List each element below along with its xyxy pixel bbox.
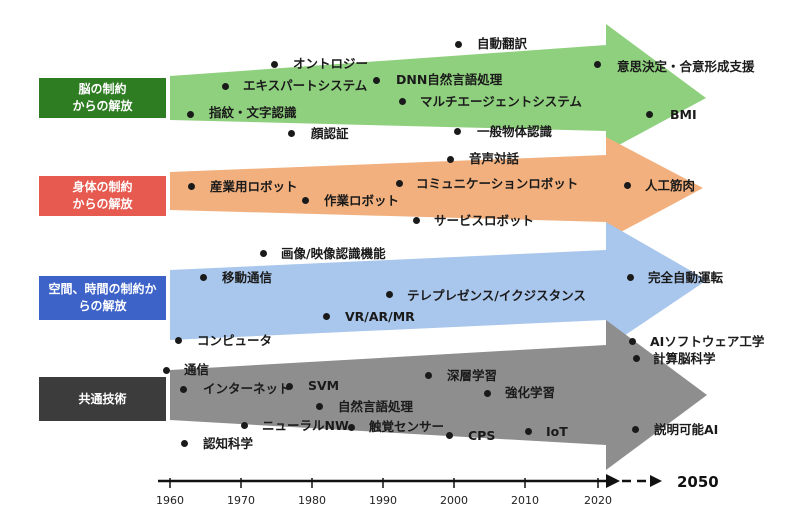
item-dot xyxy=(425,372,432,379)
tick-label-2010: 2010 xyxy=(511,494,539,507)
item-fingerprint-ocr: 指紋・文字認識 xyxy=(209,105,297,120)
item-dot xyxy=(241,422,248,429)
item-dot xyxy=(271,61,278,68)
item-dot xyxy=(455,41,462,48)
item-dot xyxy=(175,337,182,344)
item-dot xyxy=(316,403,323,410)
item-dot xyxy=(627,274,634,281)
band-arrow-brain xyxy=(170,24,706,152)
item-autonomous-driving: 完全自動運転 xyxy=(648,270,724,285)
item-dot xyxy=(302,197,309,204)
item-ai-software-engineering: AIソフトウェア工学 xyxy=(650,334,765,349)
tick-label-2000: 2000 xyxy=(440,494,468,507)
item-dot xyxy=(286,383,293,390)
item-telepresence: テレプレゼンス/イクジスタンス xyxy=(407,288,586,303)
band-label-common: 共通技術 xyxy=(39,377,166,421)
item-artificial-muscle: 人工筋肉 xyxy=(645,178,696,193)
item-service-robot: サービスロボット xyxy=(434,213,535,228)
tick-label-1970: 1970 xyxy=(227,494,255,507)
item-dot xyxy=(624,182,631,189)
item-dot xyxy=(323,313,330,320)
item-deep-learning: 深層学習 xyxy=(447,368,498,383)
item-dot xyxy=(188,183,195,190)
item-communication-robot: コミュニケーションロボット xyxy=(416,176,579,191)
item-vr-ar-mr: VR/AR/MR xyxy=(345,309,415,324)
item-image-recognition: 画像/映像認識機能 xyxy=(281,246,386,261)
item-industrial-robot: 産業用ロボット xyxy=(210,179,298,194)
item-machine-translation: 自動翻訳 xyxy=(477,36,528,51)
item-reinforcement-learning: 強化学習 xyxy=(505,385,556,400)
item-dot xyxy=(632,426,639,433)
item-dot xyxy=(373,77,380,84)
item-computer: コンピュータ xyxy=(197,333,273,348)
item-ontology: オントロジー xyxy=(293,56,369,71)
item-nlp: 自然言語処理 xyxy=(338,399,414,414)
item-dot xyxy=(399,98,406,105)
item-expert-system: エキスパートシステム xyxy=(243,78,368,93)
item-dot xyxy=(646,111,653,118)
future-year-label: 2050 xyxy=(677,473,719,491)
item-voice-dialogue: 音声対話 xyxy=(469,151,520,166)
tick-label-1990: 1990 xyxy=(369,494,397,507)
item-multi-agent: マルチエージェントシステム xyxy=(420,94,582,109)
item-dot xyxy=(288,130,295,137)
item-face-recognition: 顔認証 xyxy=(311,126,349,141)
item-communication: 通信 xyxy=(184,362,210,377)
tick-label-1960: 1960 xyxy=(156,494,184,507)
band-label-brain: 脳の制約 からの解放 xyxy=(39,78,166,118)
item-explainable-ai: 説明可能AI xyxy=(654,422,719,437)
item-work-robot: 作業ロボット xyxy=(324,193,400,208)
item-dot xyxy=(181,440,188,447)
item-dot xyxy=(633,355,640,362)
tick-label-2020: 2020 xyxy=(584,494,612,507)
timeline-arrowhead xyxy=(606,474,620,488)
item-dot xyxy=(413,217,420,224)
item-cps: CPS xyxy=(468,428,496,443)
item-neural-network: ニューラルNW xyxy=(262,418,349,433)
item-dot xyxy=(396,180,403,187)
item-tactile-sensor: 触覚センサー xyxy=(369,419,445,434)
item-dot xyxy=(629,338,636,345)
item-computational-neuroscience: 計算脳科学 xyxy=(653,351,716,366)
item-internet: インターネット xyxy=(203,381,291,396)
item-bmi: BMI xyxy=(670,107,697,122)
tick-label-1980: 1980 xyxy=(298,494,326,507)
item-dot xyxy=(163,367,170,374)
item-dot xyxy=(594,61,601,68)
item-decision-support: 意思決定・合意形成支援 xyxy=(617,59,755,74)
band-label-space: 空間、時間の制約か らの解放 xyxy=(39,276,166,320)
item-mobile-communication: 移動通信 xyxy=(222,270,273,285)
item-dot xyxy=(348,424,355,431)
item-dnn-nlp: DNN自然言語処理 xyxy=(396,72,503,87)
item-dot xyxy=(454,128,461,135)
band-arrow-common xyxy=(170,320,707,470)
item-iot: IoT xyxy=(546,424,568,439)
item-dot xyxy=(200,274,207,281)
item-svm: SVM xyxy=(308,378,340,393)
item-dot xyxy=(447,156,454,163)
item-object-recognition: 一般物体認識 xyxy=(477,124,553,139)
timeline-future-arrowhead xyxy=(650,475,662,487)
band-label-body: 身体の制約 からの解放 xyxy=(39,176,166,216)
item-dot xyxy=(180,386,187,393)
item-dot xyxy=(187,111,194,118)
item-dot xyxy=(446,432,453,439)
item-dot xyxy=(484,390,491,397)
item-dot xyxy=(386,291,393,298)
item-cognitive-science: 認知科学 xyxy=(203,436,254,451)
item-dot xyxy=(260,250,267,257)
band-arrow-space xyxy=(170,222,707,348)
item-dot xyxy=(222,83,229,90)
item-dot xyxy=(525,428,532,435)
band-arrow-body xyxy=(170,137,703,240)
